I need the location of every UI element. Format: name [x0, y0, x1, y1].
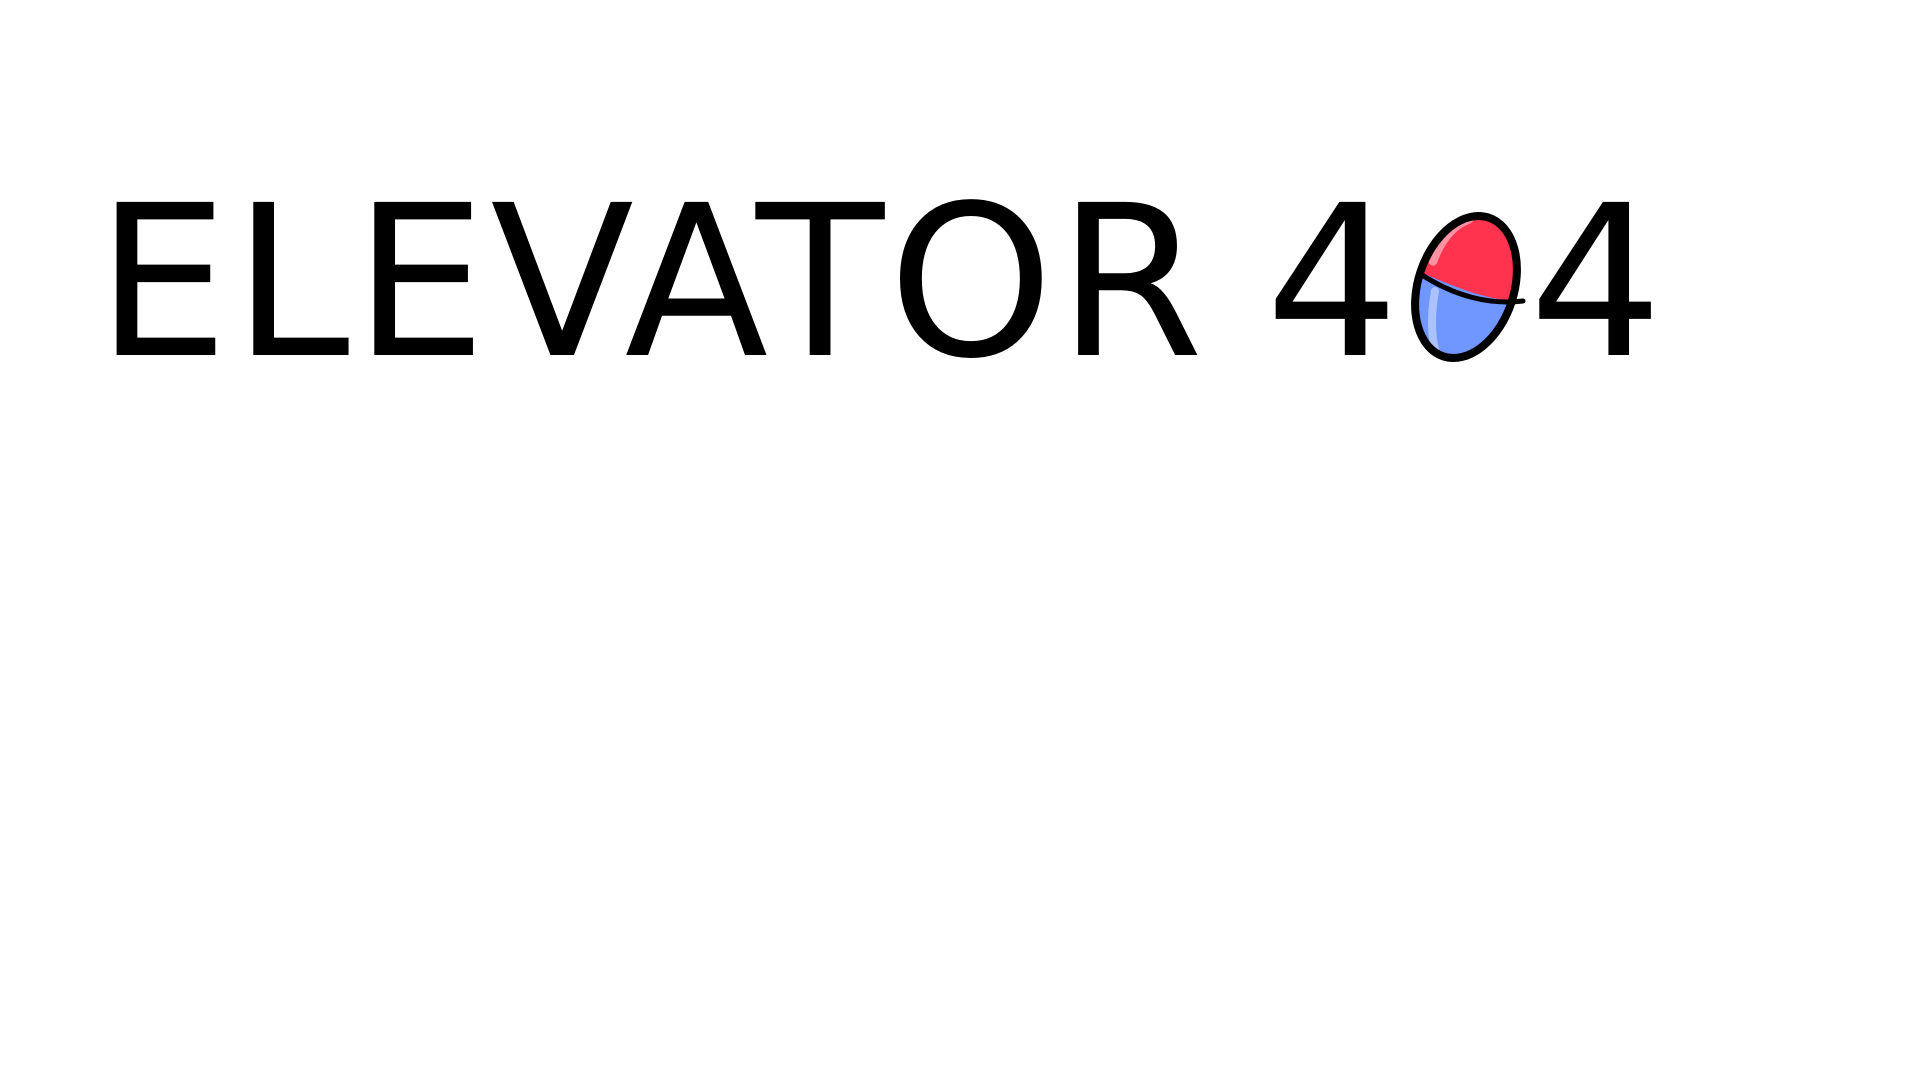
title-digit-last: 4	[1529, 160, 1667, 405]
capsule-o-icon	[1405, 203, 1528, 371]
title-word: ELEVATOR	[96, 160, 1208, 405]
title-digit-first: 4	[1265, 160, 1404, 405]
capsule-bottom-highlight	[1428, 287, 1440, 353]
game-title: ELEVATOR 4 4	[96, 178, 1667, 388]
capsule-outline	[1411, 212, 1521, 362]
